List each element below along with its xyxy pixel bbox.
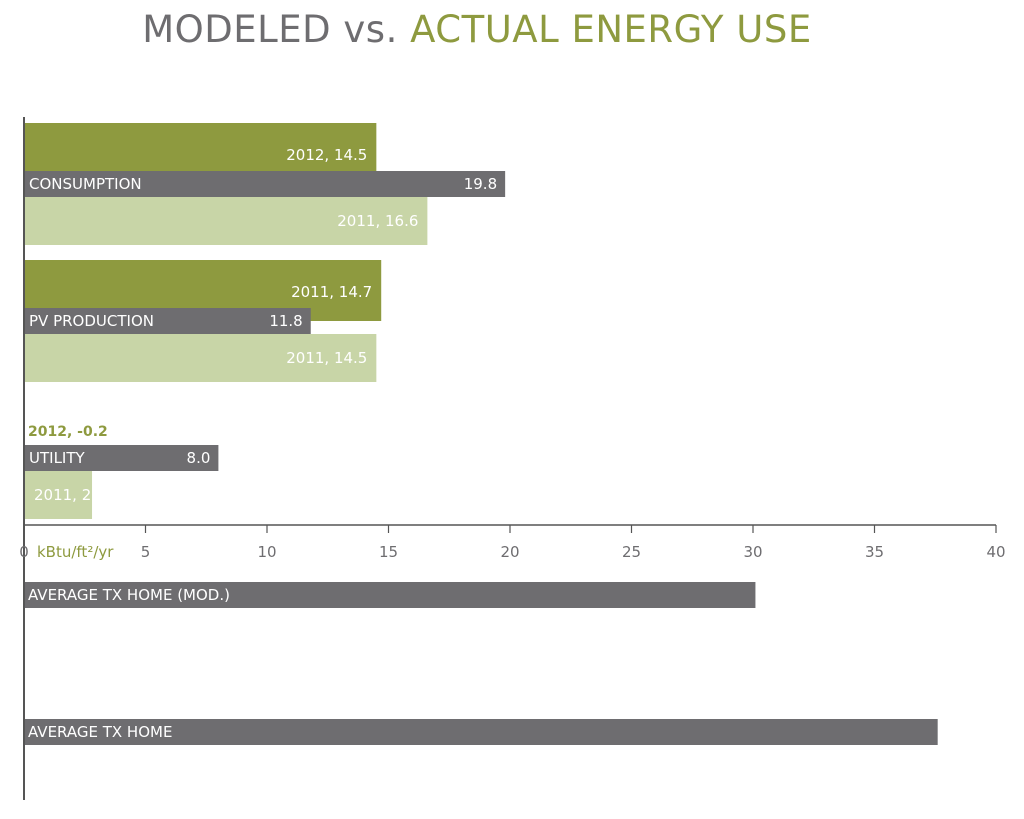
chart-title-actual: ACTUAL ENERGY USE — [410, 8, 812, 51]
x-tick-label-20: 20 — [500, 543, 519, 561]
consumption-bar-modeled — [24, 171, 506, 197]
pv-production-bar-2011 — [24, 334, 377, 382]
x-tick-label-30: 30 — [743, 543, 762, 561]
utility-bar-2011 — [24, 471, 93, 519]
x-axis-unit-label: kBtu/ft²/yr — [37, 543, 114, 561]
chart-title-modeled: MODELED vs. — [142, 8, 398, 51]
x-tick-label-35: 35 — [865, 543, 884, 561]
consumption-label-2011: 2011, 16.6 — [337, 212, 418, 230]
average-tx-home-label: AVERAGE TX HOME — [28, 723, 172, 741]
x-tick-label-0: 0 — [19, 543, 29, 561]
pv-production-bar-modeled — [24, 308, 311, 334]
consumption-category-label: CONSUMPTION — [29, 175, 142, 193]
x-tick-label-15: 15 — [379, 543, 398, 561]
average-tx-home-bar — [24, 719, 938, 745]
pv-production-category-label: PV PRODUCTION — [29, 312, 154, 330]
x-tick-label-40: 40 — [986, 543, 1005, 561]
utility-label-modeled: 8.0 — [187, 449, 211, 467]
pv-production-label-2011: 2011, 14.5 — [286, 349, 367, 367]
utility-label-2011: 2011, 2.8 — [34, 486, 106, 504]
consumption-bar-2011 — [24, 197, 428, 245]
utility-category-label: UTILITY — [29, 449, 86, 467]
average-tx-home-mod--bar — [24, 582, 756, 608]
x-tick-label-5: 5 — [141, 543, 151, 561]
consumption-label-2012: 2012, 14.5 — [286, 146, 367, 164]
consumption-bar-2012 — [24, 123, 377, 172]
utility-label-2012: 2012, -0.2 — [28, 424, 108, 440]
utility-bar-modeled — [24, 445, 219, 471]
average-tx-home-mod--label: AVERAGE TX HOME (MOD.) — [28, 586, 230, 604]
pv-production-label-2012: 2011, 14.7 — [291, 283, 372, 301]
x-tick-label-25: 25 — [622, 543, 641, 561]
pv-production-label-modeled: 11.8 — [269, 312, 302, 330]
consumption-label-modeled: 19.8 — [464, 175, 497, 193]
chart-title: MODELED vs. ACTUAL ENERGY USE — [0, 8, 954, 51]
x-tick-label-10: 10 — [257, 543, 276, 561]
